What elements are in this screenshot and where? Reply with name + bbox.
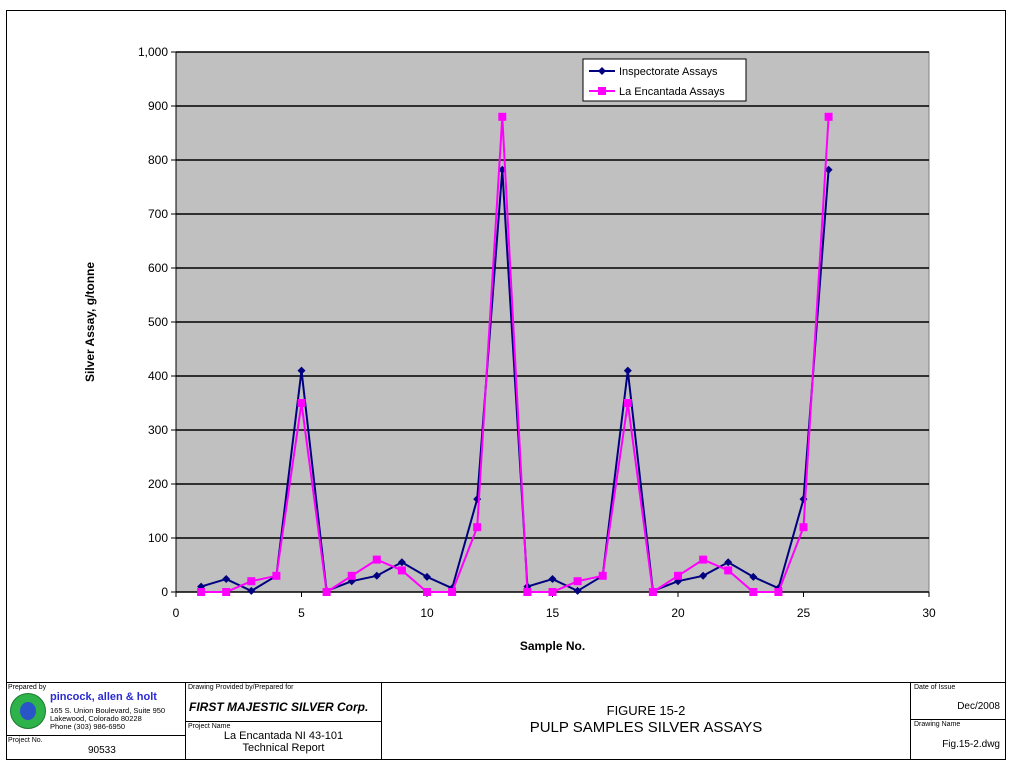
x-tick-label: 30: [922, 606, 936, 620]
data-point: [247, 586, 256, 595]
issue-date: Dec/2008: [957, 701, 1000, 712]
data-point: [648, 588, 657, 596]
y-tick-label: 900: [148, 99, 168, 113]
data-point: [724, 566, 733, 575]
project-name-line1: La Encantada NI 43-101: [223, 730, 344, 742]
project-name-label: Project Name: [188, 723, 231, 730]
data-point: [749, 572, 758, 581]
page-frame: [6, 10, 1006, 760]
data-point: [548, 575, 557, 584]
firm-phone: Phone (303) 986-6950: [50, 722, 126, 731]
y-axis-label: Silver Assay, g/tonne: [83, 262, 97, 382]
legend: [582, 58, 747, 102]
y-tick-label: 600: [148, 261, 168, 275]
data-point: [347, 571, 356, 580]
legend-swatch-marker: [598, 67, 606, 75]
data-point: [423, 588, 431, 596]
data-point: [573, 586, 582, 595]
data-point: [397, 558, 406, 567]
x-tick-label: 20: [671, 606, 685, 620]
data-point: [397, 566, 406, 575]
data-point: [799, 523, 808, 532]
data-point: [774, 588, 783, 596]
y-tick-label: 300: [148, 423, 168, 437]
drawing-provided-label: Drawing Provided by/Prepared for: [188, 684, 294, 691]
data-point: [222, 588, 231, 596]
y-tick-label: 500: [148, 315, 168, 329]
data-point: [598, 571, 607, 580]
drawing-name: Fig.15-2.dwg: [942, 739, 1000, 750]
x-tick-label: 0: [173, 606, 180, 620]
data-point: [749, 588, 758, 596]
data-point: [372, 555, 381, 564]
x-tick-label: 10: [420, 606, 434, 620]
data-point: [623, 399, 632, 407]
y-tick-label: 0: [161, 585, 168, 599]
data-point: [272, 571, 281, 580]
data-point: [824, 165, 833, 174]
data-point: [372, 571, 381, 580]
figure-title-cell: FIGURE 15-2 PULP SAMPLES SILVER ASSAYS: [382, 683, 911, 760]
series-line: [200, 169, 830, 593]
x-tick-label: 25: [797, 606, 811, 620]
date-label: Date of Issue: [914, 684, 956, 691]
figure-title: PULP SAMPLES SILVER ASSAYS: [529, 719, 763, 736]
data-point: [573, 577, 582, 586]
legend-label: Inspectorate Assays: [619, 66, 718, 78]
y-tick-label: 400: [148, 369, 168, 383]
firm-address-line1: 165 S. Union Boulevard, Suite 950: [50, 706, 166, 715]
data-point: [724, 558, 733, 567]
x-tick-label: 15: [546, 606, 560, 620]
legend-swatch-marker: [598, 87, 606, 95]
y-tick-label: 800: [148, 153, 168, 167]
issue-cell: Date of Issue Dec/2008 Drawing Name Fig.…: [911, 683, 1006, 760]
data-point: [548, 588, 557, 596]
data-point: [297, 399, 306, 407]
data-point: [498, 112, 507, 121]
data-point: [197, 588, 206, 596]
data-point: [297, 366, 306, 375]
y-tick-label: 200: [148, 477, 168, 491]
data-point: [699, 571, 708, 580]
y-tick-label: 1,000: [138, 45, 168, 59]
data-point: [699, 555, 708, 564]
x-axis-label: Sample No.: [520, 639, 585, 653]
y-tick-label: 700: [148, 207, 168, 221]
figure-number: FIGURE 15-2: [606, 703, 686, 718]
project-name-line2: Technical Report: [242, 742, 325, 754]
prepared-by-label: Prepared by: [8, 684, 47, 691]
series-line: [201, 116, 830, 594]
legend-label: La Encantada Assays: [619, 86, 725, 98]
title-block: Prepared by pincock, allen & holt 165 S.…: [6, 682, 1006, 760]
y-tick-label: 100: [148, 531, 168, 545]
data-point: [473, 523, 482, 532]
data-point: [523, 588, 532, 596]
project-no: 90533: [88, 745, 116, 756]
firm-address-line2: Lakewood, Colorado 80228: [50, 714, 142, 723]
data-point: [222, 575, 231, 584]
data-point: [674, 571, 682, 580]
data-point: [824, 112, 833, 121]
project-no-label: Project No.: [8, 737, 43, 744]
data-point: [247, 577, 256, 586]
data-point: [322, 588, 331, 596]
firm-logo-icon: [10, 693, 46, 729]
chart: 0 100 200 300 400 500 600 700 800 900 1,000 0 5 10 15 2…: [83, 45, 936, 653]
client-name: FIRST MAJESTIC SILVER Corp.: [189, 700, 369, 714]
firm-name: pincock, allen & holt: [50, 691, 157, 703]
x-tick-label: 5: [298, 606, 305, 620]
data-point: [448, 588, 457, 596]
plot-layer: 0 100 200 300 400 500 600 700 800 900 1,000 0 5 10 15 2…: [83, 45, 936, 653]
prepared-by-cell: Prepared by pincock, allen & holt 165 S.…: [6, 683, 186, 760]
data-point: [623, 366, 632, 375]
data-point: [423, 572, 431, 581]
drawing-name-label: Drawing Name: [914, 721, 961, 728]
client-cell: Drawing Provided by/Prepared for FIRST M…: [186, 683, 382, 760]
